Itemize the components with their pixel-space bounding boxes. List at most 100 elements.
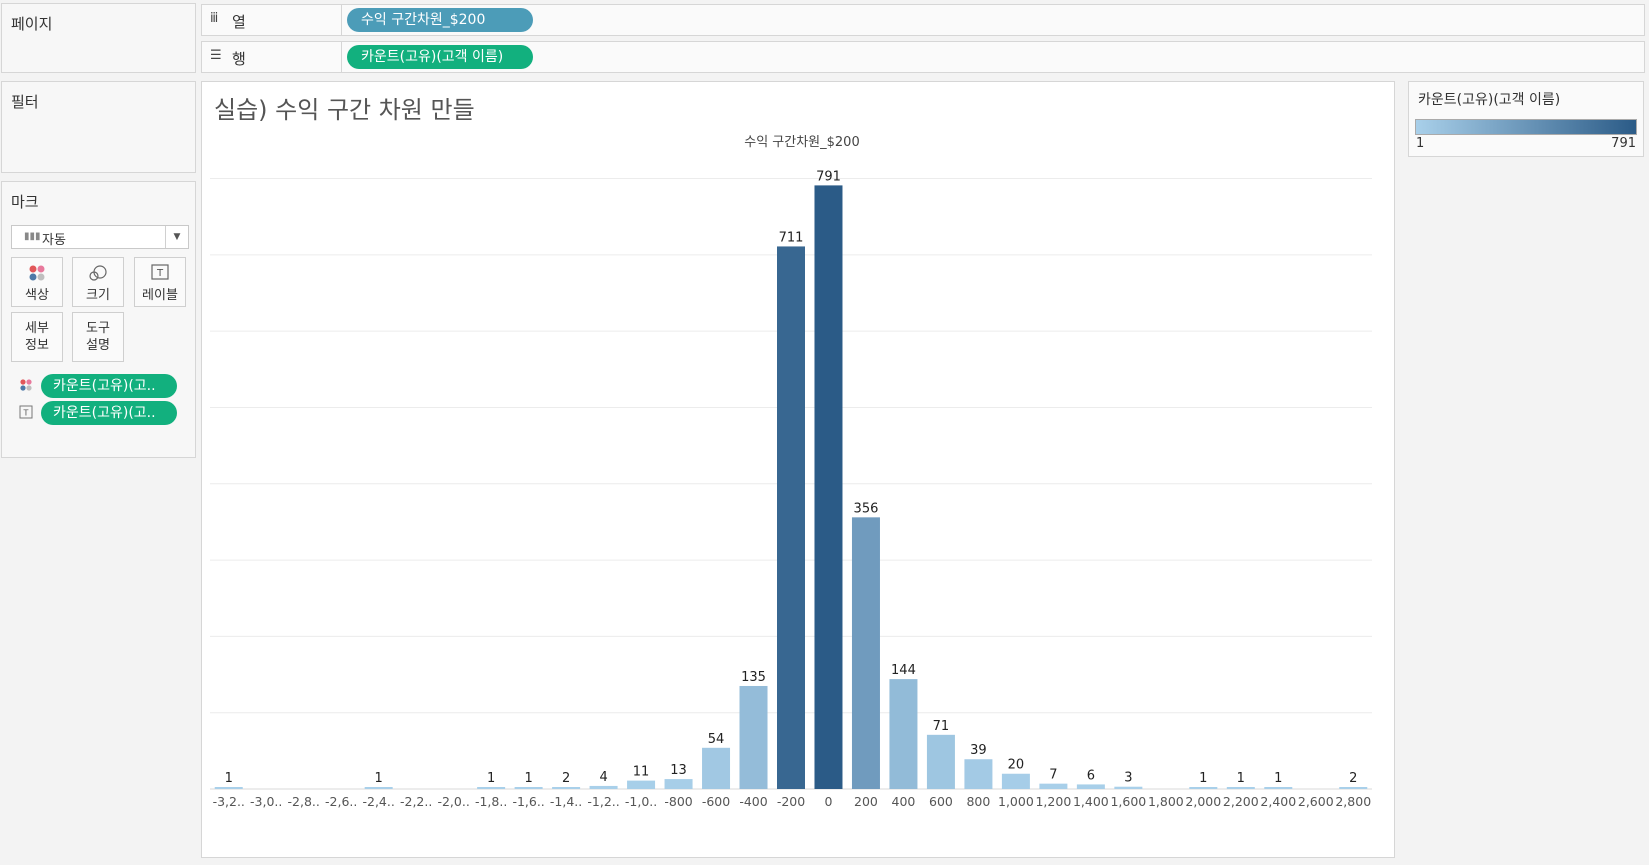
bar[interactable] bbox=[1076, 784, 1105, 789]
rows-pill[interactable]: 카운트(고유)(고객 이름) bbox=[347, 45, 533, 69]
data-label: 54 bbox=[708, 732, 725, 747]
data-label: 4 bbox=[599, 770, 607, 785]
bar[interactable] bbox=[1339, 787, 1368, 789]
bar[interactable] bbox=[702, 747, 731, 789]
data-label: 1 bbox=[487, 771, 495, 786]
bar[interactable] bbox=[589, 785, 618, 789]
data-label: 356 bbox=[854, 501, 879, 516]
pages-panel[interactable]: 페이지 bbox=[1, 3, 196, 73]
x-tick-label: -3,2.. bbox=[213, 794, 245, 809]
bar[interactable] bbox=[1001, 773, 1030, 789]
x-tick-label: 2,400 bbox=[1260, 794, 1296, 809]
rows-icon: ☰ bbox=[210, 48, 222, 63]
data-label: 711 bbox=[779, 230, 804, 245]
x-axis-title: 수익 구간차원_$200 bbox=[744, 135, 860, 150]
tooltip-button[interactable]: 도구 설명 bbox=[72, 312, 124, 362]
marks-card: 마크 ▮▮▮ 자동 ▼ 색상 크기 T 레이블 세부 정보 도구 설명 카운트(… bbox=[1, 181, 196, 458]
size-button[interactable]: 크기 bbox=[72, 257, 124, 307]
bar[interactable] bbox=[1189, 787, 1218, 789]
data-label: 6 bbox=[1087, 768, 1095, 783]
x-tick-label: 600 bbox=[929, 794, 953, 809]
x-tick-label: 2,600 bbox=[1298, 794, 1334, 809]
x-tick-label: -1,0.. bbox=[625, 794, 657, 809]
color-legend[interactable]: 카운트(고유)(고객 이름) 1 791 bbox=[1408, 81, 1644, 157]
bar[interactable] bbox=[739, 685, 768, 789]
x-tick-label: -800 bbox=[664, 794, 692, 809]
marks-label: 마크 bbox=[11, 193, 39, 211]
bar[interactable] bbox=[664, 779, 693, 789]
legend-title: 카운트(고유)(고객 이름) bbox=[1418, 92, 1561, 108]
filters-panel[interactable]: 필터 bbox=[1, 81, 196, 173]
bar[interactable] bbox=[627, 780, 656, 789]
svg-text:T: T bbox=[23, 409, 29, 418]
data-label: 2 bbox=[1349, 771, 1357, 786]
columns-icon: ⅲ bbox=[210, 11, 219, 26]
x-tick-label: -3,0.. bbox=[250, 794, 282, 809]
x-tick-label: 2,800 bbox=[1335, 794, 1371, 809]
columns-pill[interactable]: 수익 구간차원_$200 bbox=[347, 8, 533, 32]
columns-shelf[interactable]: ⅲ 열 수익 구간차원_$200 bbox=[201, 4, 1645, 36]
x-tick-label: -2,4.. bbox=[363, 794, 395, 809]
tooltip-button-label: 도구 설명 bbox=[86, 321, 110, 353]
data-label: 1 bbox=[1274, 771, 1282, 786]
data-label: 13 bbox=[670, 763, 687, 778]
x-tick-label: 200 bbox=[854, 794, 878, 809]
data-label: 1 bbox=[375, 771, 383, 786]
size-circles-icon bbox=[73, 264, 123, 282]
x-tick-label: 800 bbox=[966, 794, 990, 809]
label-button-label: 레이블 bbox=[142, 288, 178, 303]
x-tick-label: -400 bbox=[739, 794, 767, 809]
legend-min: 1 bbox=[1416, 136, 1425, 151]
data-label: 1 bbox=[1199, 771, 1207, 786]
label-text-icon: T bbox=[19, 405, 33, 419]
columns-label: 열 bbox=[232, 13, 246, 31]
color-dots-icon bbox=[12, 264, 62, 282]
data-label: 1 bbox=[524, 771, 532, 786]
viz-title: 실습) 수익 구간 차원 만들 bbox=[214, 96, 475, 124]
bar[interactable] bbox=[1039, 783, 1068, 789]
bar[interactable] bbox=[926, 734, 955, 789]
bar[interactable] bbox=[964, 759, 993, 789]
bar[interactable] bbox=[552, 787, 581, 789]
x-tick-label: 1,400 bbox=[1073, 794, 1109, 809]
x-tick-label: -1,8.. bbox=[475, 794, 507, 809]
filters-label: 필터 bbox=[11, 93, 39, 111]
bar[interactable] bbox=[1264, 787, 1293, 789]
bar[interactable] bbox=[364, 787, 393, 789]
columns-shelf-label: ⅲ 열 bbox=[202, 5, 342, 35]
bar[interactable] bbox=[1226, 787, 1255, 789]
mark-type-dropdown[interactable]: ▮▮▮ 자동 ▼ bbox=[11, 225, 189, 249]
x-tick-label: 1,200 bbox=[1035, 794, 1071, 809]
data-label: 20 bbox=[1008, 758, 1025, 773]
bar[interactable] bbox=[214, 787, 243, 789]
bar[interactable] bbox=[889, 679, 918, 789]
pages-label: 페이지 bbox=[11, 15, 53, 33]
detail-button[interactable]: 세부 정보 bbox=[11, 312, 63, 362]
label-field-pill[interactable]: 카운트(고유)(고.. bbox=[41, 401, 177, 425]
color-field-pill[interactable]: 카운트(고유)(고.. bbox=[41, 374, 177, 398]
bar[interactable] bbox=[514, 787, 543, 789]
x-tick-label: -200 bbox=[777, 794, 805, 809]
bar[interactable] bbox=[1114, 786, 1143, 789]
data-label: 144 bbox=[891, 663, 916, 678]
data-label: 39 bbox=[970, 743, 987, 758]
x-tick-label: -2,0.. bbox=[437, 794, 469, 809]
data-label: 2 bbox=[562, 771, 570, 786]
x-tick-label: -2,2.. bbox=[400, 794, 432, 809]
data-label: 1 bbox=[225, 771, 233, 786]
data-label: 11 bbox=[633, 765, 650, 780]
color-button[interactable]: 색상 bbox=[11, 257, 63, 307]
data-label: 1 bbox=[1237, 771, 1245, 786]
label-button[interactable]: T 레이블 bbox=[134, 257, 186, 307]
data-label: 791 bbox=[816, 169, 841, 184]
bar[interactable] bbox=[814, 185, 843, 789]
x-tick-label: 400 bbox=[892, 794, 916, 809]
chevron-down-icon: ▼ bbox=[165, 226, 188, 248]
x-tick-label: -1,6.. bbox=[512, 794, 544, 809]
mark-type-value: 자동 bbox=[42, 233, 66, 248]
legend-max: 791 bbox=[1611, 136, 1636, 151]
bar[interactable] bbox=[477, 787, 506, 789]
bar[interactable] bbox=[777, 246, 805, 790]
bar[interactable] bbox=[851, 517, 880, 789]
rows-shelf[interactable]: ☰ 행 카운트(고유)(고객 이름) bbox=[201, 41, 1645, 73]
